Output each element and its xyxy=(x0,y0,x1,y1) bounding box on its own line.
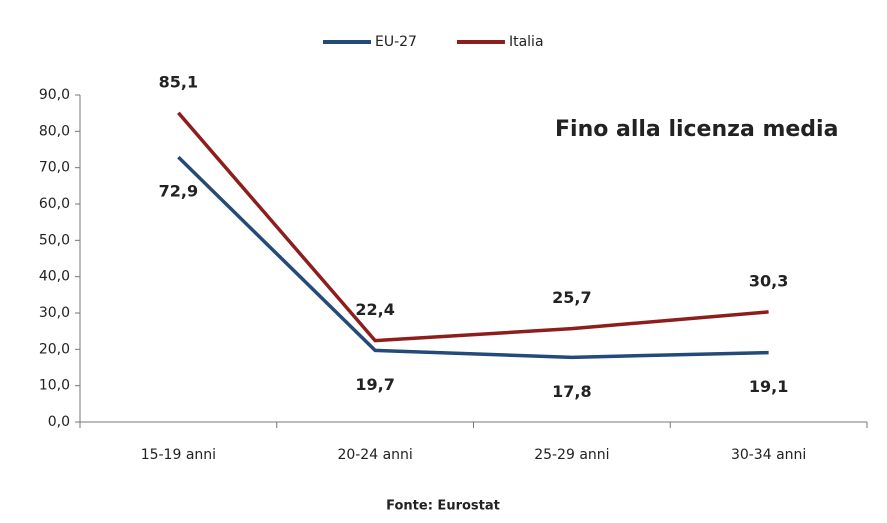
y-tick-label: 40,0 xyxy=(39,269,70,285)
legend-label: EU-27 xyxy=(375,34,417,50)
data-label: 72,9 xyxy=(159,182,198,201)
x-tick-label: 30-34 anni xyxy=(731,447,806,463)
series-line xyxy=(177,155,769,360)
data-label: 22,4 xyxy=(355,300,394,319)
annotation: Fino alla licenza media xyxy=(555,117,838,142)
y-tick-label: 10,0 xyxy=(39,378,70,394)
legend-label: Italia xyxy=(509,34,544,50)
data-label: 30,3 xyxy=(749,271,788,290)
data-label: 19,1 xyxy=(749,377,788,396)
x-tick-label: 20-24 anni xyxy=(337,447,412,463)
y-tick-label: 70,0 xyxy=(39,160,70,176)
y-tick-label: 0,0 xyxy=(48,414,70,430)
y-tick-label: 60,0 xyxy=(39,196,70,212)
x-tick-label: 15-19 anni xyxy=(141,447,216,463)
y-tick-label: 20,0 xyxy=(39,341,70,357)
x-tick-label: 25-29 anni xyxy=(534,447,609,463)
data-label: 85,1 xyxy=(159,72,198,91)
data-label: 17,8 xyxy=(552,382,591,401)
y-tick-label: 80,0 xyxy=(39,123,70,139)
data-label: 25,7 xyxy=(552,288,591,307)
y-tick-label: 30,0 xyxy=(39,305,70,321)
series-line xyxy=(177,111,769,343)
source: Fonte: Eurostat xyxy=(386,499,500,514)
y-tick-label: 90,0 xyxy=(39,87,70,103)
data-label: 19,7 xyxy=(355,375,394,394)
y-tick-label: 50,0 xyxy=(39,232,70,248)
